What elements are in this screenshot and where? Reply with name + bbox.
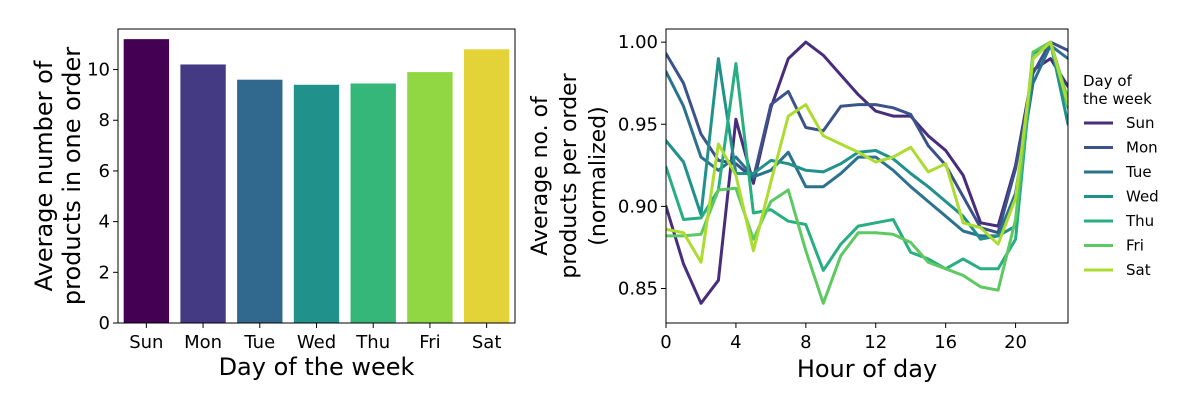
bar-mon [180,64,226,323]
bar-y-axis-label-line: Average number of [30,60,58,291]
line-chart: 0 4 8 12 16 20 0.85 0.90 0.95 1.00 Hour of day A… [528,28,1159,383]
line-series-thu [666,40,1068,272]
bar-thu [350,83,396,323]
line-x-tick-label: 16 [934,332,957,353]
bar-x-axis-label: Day of the week [219,353,415,381]
line-x-tick-label: 8 [800,332,811,353]
bar-series [123,39,510,323]
line-y-axis-label-line: Average no. of [528,95,553,256]
bar-wed [293,84,340,323]
bar-y-tick-label: 6 [99,161,110,182]
bar-x-tick-label: Sat [472,332,502,353]
legend-label-thu: Thu [1125,212,1154,230]
bar-x-tick-label: Fri [419,332,440,353]
bar-fri [407,72,453,323]
line-y-axis-label: Average no. of products per order (norma… [528,72,611,278]
bar-y-ticks: 0 2 4 6 8 10 [87,60,118,334]
legend-label-wed: Wed [1126,188,1159,206]
line-x-tick-label: 0 [660,332,671,353]
line-series-sat [666,40,1068,264]
line-x-tick-label: 12 [864,332,887,353]
bar-y-tick-label: 10 [87,60,110,81]
bar-x-ticks: Sun Mon Tue Wed Thu Fri Sat [129,323,501,353]
legend-label-tue: Tue [1125,163,1152,181]
bar-tue [237,79,283,323]
legend-label-sat: Sat [1126,261,1151,279]
bar-chart: Sun Mon Tue Wed Thu Fri Sat 0 2 4 6 8 10 Day of the… [30,28,516,381]
bar-y-axis-label: Average number of products in one order [30,47,86,305]
bar-y-tick-label: 4 [99,212,110,233]
line-y-tick-label: 0.85 [618,279,658,300]
bar-y-axis-label-line: products in one order [58,47,86,305]
legend-title-line: the week [1083,90,1152,108]
line-y-ticks: 0.85 0.90 0.95 1.00 [618,32,666,300]
line-x-tick-label: 4 [730,332,741,353]
bar-y-tick-label: 2 [99,262,110,283]
line-y-tick-label: 1.00 [618,32,658,53]
legend-items: Sun Mon Tue Wed Thu Fri Sat [1084,114,1159,279]
bar-x-tick-label: Mon [184,332,222,353]
line-y-axis-label-line: products per order [557,72,582,278]
line-y-tick-label: 0.90 [618,196,658,217]
bar-y-tick-label: 8 [99,110,110,131]
legend-title-line: Day of [1083,72,1133,90]
legend-label-sun: Sun [1126,114,1155,132]
bar-x-tick-label: Tue [243,332,275,353]
legend: Day of the week Sun Mon Tue Wed Thu Fri Sat [1083,72,1159,279]
bar-y-tick-label: 0 [99,313,110,334]
line-series-group [666,40,1068,305]
line-axes-frame [665,28,1069,324]
bar-x-tick-label: Sun [129,332,163,353]
bar-x-tick-label: Wed [297,332,336,353]
line-x-axis-label: Hour of day [797,355,937,383]
legend-label-mon: Mon [1126,139,1158,157]
bar-sat [463,49,510,323]
bar-x-tick-label: Thu [355,332,390,353]
bar-sun [123,39,170,323]
line-series-sun [666,40,1068,305]
line-x-tick-label: 20 [1004,332,1027,353]
line-y-tick-label: 0.95 [618,114,658,135]
line-x-ticks: 0 4 8 12 16 20 [660,323,1027,353]
line-y-axis-label-line: (normalized) [586,106,611,245]
line-series-fri [666,40,1068,305]
legend-label-fri: Fri [1126,237,1144,255]
